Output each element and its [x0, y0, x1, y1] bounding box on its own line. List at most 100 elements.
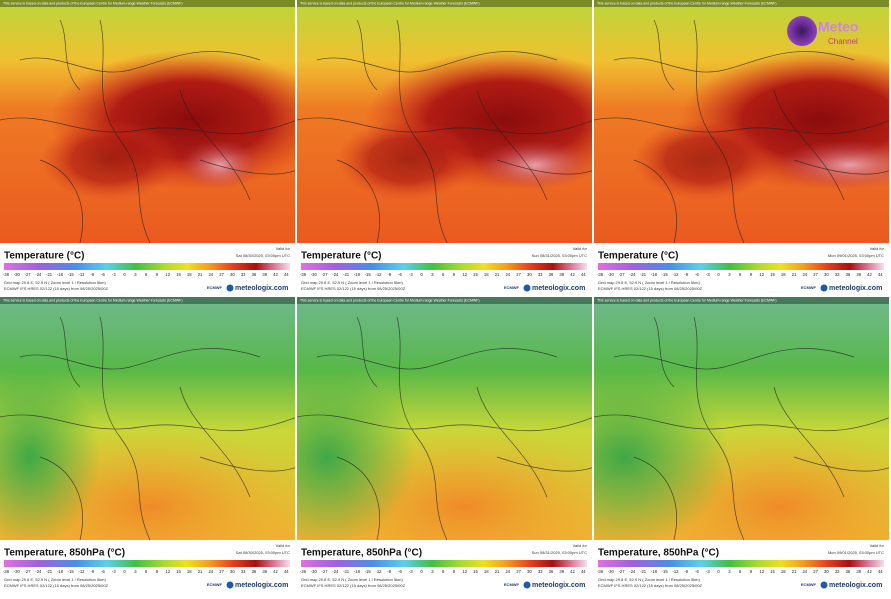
scale-label: 21	[792, 272, 797, 277]
valid-label: Valid for	[870, 543, 885, 548]
border-line	[793, 456, 889, 472]
scale-label: 3	[134, 569, 137, 574]
map: This service is based on data and produc…	[0, 297, 295, 540]
attribution-bg	[297, 297, 592, 304]
scale-label: 36	[252, 569, 257, 574]
scale-label: 9	[156, 569, 159, 574]
border-line	[496, 159, 592, 175]
attribution-bg	[594, 297, 889, 304]
scale-label: 44	[878, 569, 883, 574]
scale-label: 30	[824, 569, 829, 574]
border-line	[0, 414, 295, 432]
ecmwf-logo: ECMWF	[504, 582, 520, 587]
scale-label: -27	[25, 272, 32, 277]
scale-label: 27	[219, 272, 224, 277]
scale-label: 15	[473, 569, 478, 574]
heat-core	[337, 120, 477, 200]
panel-title: Temperature, 850hPa (°C)	[301, 548, 422, 559]
border-line	[179, 386, 251, 498]
border-line	[653, 19, 675, 91]
scale-label: 18	[484, 272, 489, 277]
border-line	[356, 19, 378, 91]
grid-info: Grid map 29.8 E, 52.9 N ( Zoom level 1 /…	[4, 280, 106, 285]
scale-label: 18	[484, 569, 489, 574]
border-line	[336, 159, 380, 243]
scale-label: -18	[57, 569, 64, 574]
heat-core	[40, 120, 180, 200]
heat-core	[634, 120, 774, 200]
scale-label: 0	[717, 569, 720, 574]
scale-label: -18	[354, 569, 361, 574]
scale-label: 18	[187, 272, 192, 277]
scale-label: 3	[728, 569, 731, 574]
ecmwf-logo: ECMWF	[207, 285, 223, 290]
scale-label: 6	[739, 272, 742, 277]
scale-label: -27	[619, 272, 626, 277]
scale-label: -21	[640, 272, 647, 277]
scale-label: -6	[695, 272, 699, 277]
scale-label: 18	[781, 272, 786, 277]
panel-title: Temperature (°C)	[598, 251, 679, 262]
scale-label: 27	[516, 272, 521, 277]
scale-label: 0	[123, 272, 126, 277]
scale-label: -12	[672, 272, 679, 277]
scale-label: 27	[813, 569, 818, 574]
scale-label: -36	[300, 272, 307, 277]
border-line	[594, 117, 889, 135]
scale-label: 12	[165, 272, 170, 277]
scale-label: -3	[409, 272, 413, 277]
scale-label: -30	[14, 272, 21, 277]
attribution-bg	[0, 297, 295, 304]
attribution-bg	[0, 0, 295, 7]
scale-label: -27	[322, 569, 329, 574]
border-line	[613, 348, 855, 370]
panel-title: Temperature (°C)	[301, 251, 382, 262]
scale-label: 0	[420, 569, 423, 574]
color-scale	[598, 263, 884, 270]
brand: meteologix.com	[235, 285, 288, 292]
map: This service is based on data and produc…	[594, 0, 889, 243]
heat-peak	[180, 140, 260, 190]
color-scale	[598, 560, 884, 567]
scale-label: -15	[365, 569, 372, 574]
scale-label: 27	[516, 569, 521, 574]
valid-date: Sat 08/30/2025, 03:00pm UTC	[236, 253, 290, 258]
scale-label: -18	[57, 272, 64, 277]
scale-label: -15	[662, 569, 669, 574]
ecmwf-logo: ECMWF	[504, 285, 520, 290]
brand-icon	[820, 284, 828, 292]
scale-label: -24	[629, 569, 636, 574]
border-line	[633, 159, 677, 243]
scale-label: -15	[365, 272, 372, 277]
heat-peak	[477, 140, 592, 190]
border-line	[316, 51, 558, 73]
cool-zone	[297, 367, 415, 540]
scale-label: 24	[802, 569, 807, 574]
scale-label: 3	[431, 272, 434, 277]
ecmwf-logo: ECMWF	[801, 582, 817, 587]
scale-label: -30	[608, 272, 615, 277]
border-line	[594, 414, 889, 432]
scale-label: -9	[387, 569, 391, 574]
border-line	[476, 89, 548, 201]
model-info: ECMWF IFS HRES 02/122 (15 days) from 08/…	[598, 583, 703, 588]
border-line	[773, 386, 845, 498]
scale-label: 0	[717, 272, 720, 277]
scale-label: -36	[597, 569, 604, 574]
forecast-panel: This service is based on data and produc…	[594, 0, 889, 297]
valid-date: Sun 08/31/2025, 03:00pm UTC	[532, 550, 587, 555]
border-line	[59, 316, 81, 388]
scale-label: 30	[527, 569, 532, 574]
border-line	[693, 19, 745, 243]
forecast-panel: This service is based on data and produc…	[0, 297, 295, 594]
border-line	[613, 51, 855, 73]
scale-label: 3	[134, 272, 137, 277]
scale-label: -6	[695, 569, 699, 574]
scale-label: 39	[262, 569, 267, 574]
scale-label: 21	[792, 569, 797, 574]
scale-label: 0	[123, 569, 126, 574]
brand-icon	[523, 581, 531, 589]
scale-label: -27	[322, 272, 329, 277]
scale-label: 39	[856, 569, 861, 574]
scale-label: 42	[273, 272, 278, 277]
